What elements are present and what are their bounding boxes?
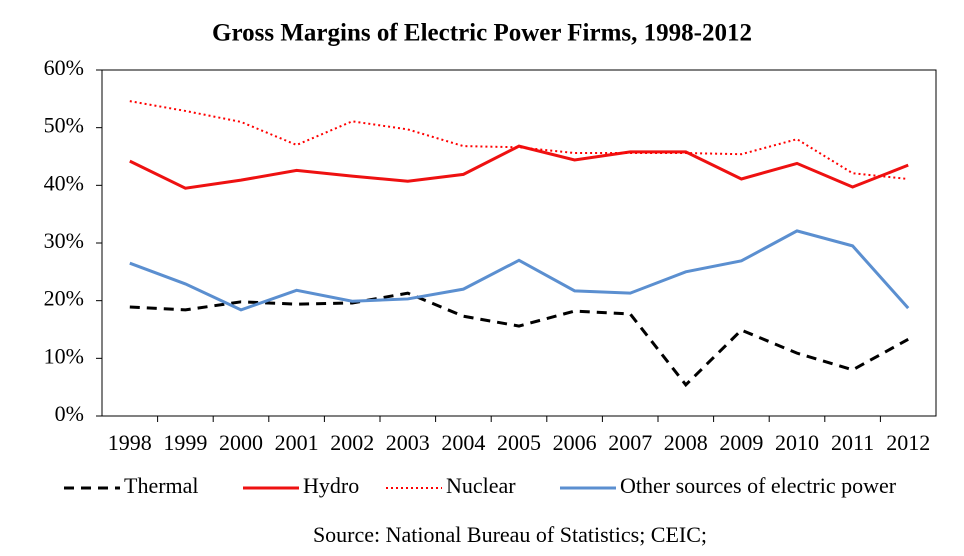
chart-title: Gross Margins of Electric Power Firms, 1… <box>212 20 752 47</box>
series-line <box>129 229 910 312</box>
x-tick-label: 2000 <box>219 430 263 455</box>
y-tick-label: 30% <box>44 228 84 253</box>
x-tick-label: 2010 <box>775 430 819 455</box>
y-tick-label: 0% <box>55 401 84 426</box>
source-note: Source: National Bureau of Statistics; C… <box>313 522 707 547</box>
x-tick-label: 1999 <box>163 430 207 455</box>
legend-label: Thermal <box>124 473 199 498</box>
y-tick-label: 50% <box>44 113 84 138</box>
legend-label: Nuclear <box>446 473 516 498</box>
legend-label: Other sources of electric power <box>620 473 897 498</box>
series-line <box>129 144 909 190</box>
x-tick-label: 2007 <box>608 430 652 455</box>
y-tick-label: 20% <box>44 286 84 311</box>
x-tick-label: 2001 <box>275 430 319 455</box>
x-tick-label: 2009 <box>719 430 763 455</box>
x-tick-label: 2012 <box>886 430 930 455</box>
x-tick-label: 2011 <box>831 430 874 455</box>
series-line <box>129 100 909 180</box>
x-tick-label: 2008 <box>664 430 708 455</box>
x-tick-label: 2006 <box>553 430 597 455</box>
x-tick-label: 2004 <box>441 430 485 455</box>
x-tick-label: 2005 <box>497 430 541 455</box>
plot-frame <box>101 69 937 417</box>
y-tick-label: 60% <box>44 55 84 80</box>
x-tick-label: 2002 <box>330 430 374 455</box>
x-tick-label: 1998 <box>108 430 152 455</box>
series-line <box>129 291 909 388</box>
x-tick-label: 2003 <box>386 430 430 455</box>
y-tick-label: 40% <box>44 170 84 195</box>
y-tick-label: 10% <box>44 343 84 368</box>
legend-label: Hydro <box>303 473 359 498</box>
